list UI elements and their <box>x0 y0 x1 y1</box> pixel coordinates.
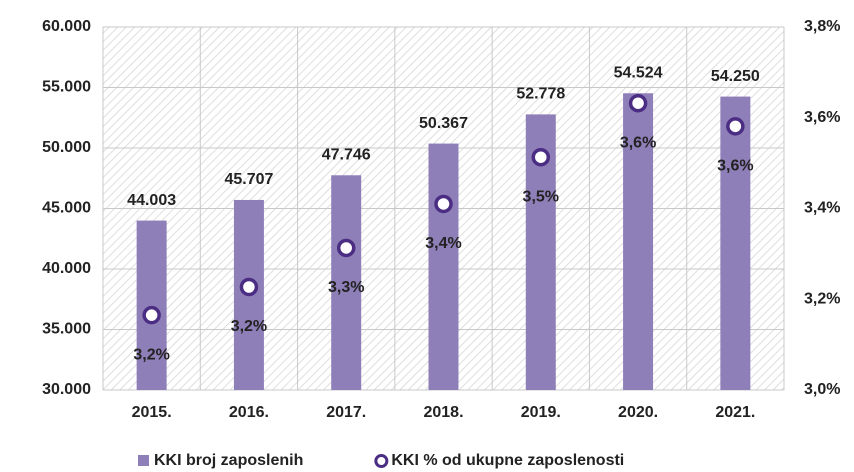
legend-label: KKI % od ukupne zaposlenosti <box>391 452 624 469</box>
point <box>336 238 356 258</box>
point-value-label: 3,3% <box>328 279 364 296</box>
x-tick-label: 2016. <box>229 404 269 421</box>
point <box>142 305 161 325</box>
legend-label: KKI broj zaposlenih <box>154 452 303 469</box>
bar <box>136 220 167 390</box>
y2-tick-label: 3,2% <box>804 290 840 307</box>
x-tick-label: 2021. <box>715 404 755 421</box>
y-tick-label: 40.000 <box>42 260 91 277</box>
bar-value-label: 52.778 <box>516 86 565 103</box>
y2-tick-label: 3,6% <box>804 109 840 126</box>
bar-value-label: 45.707 <box>224 171 273 188</box>
bar <box>623 93 654 391</box>
bar <box>331 175 362 390</box>
point-value-label: 3,2% <box>133 346 169 363</box>
bar <box>720 96 751 390</box>
bar-value-label: 50.367 <box>419 115 468 132</box>
x-tick-label: 2015. <box>132 404 172 421</box>
point <box>628 93 648 113</box>
point-value-label: 3,6% <box>717 158 753 175</box>
x-tick-label: 2018. <box>423 404 463 421</box>
y-tick-label: 60.000 <box>42 18 91 35</box>
point-value-label: 3,4% <box>425 235 461 252</box>
y2-tick-label: 3,0% <box>804 381 840 398</box>
point <box>434 194 453 214</box>
y-tick-label: 35.000 <box>42 321 91 338</box>
point-value-label: 3,5% <box>523 188 559 205</box>
point <box>531 147 551 167</box>
y-tick-label: 30.000 <box>42 381 91 398</box>
point-value-label: 3,6% <box>620 134 656 151</box>
legend-swatch <box>374 454 389 468</box>
y2-tick-label: 3,4% <box>804 200 840 217</box>
y-tick-label: 45.000 <box>42 200 91 217</box>
legend-swatch <box>138 455 149 466</box>
x-tick-label: 2020. <box>618 404 658 421</box>
bar-value-label: 54.524 <box>614 64 663 81</box>
y-tick-label: 55.000 <box>42 79 91 96</box>
bar-value-label: 44.003 <box>127 192 176 209</box>
x-tick-label: 2019. <box>521 404 561 421</box>
y-tick-label: 50.000 <box>42 139 91 156</box>
bar-value-label: 54.250 <box>711 68 760 85</box>
y2-tick-label: 3,8% <box>804 18 840 35</box>
bar-value-label: 47.746 <box>322 146 371 163</box>
bar <box>428 143 459 390</box>
point <box>239 277 259 297</box>
point <box>726 117 745 136</box>
x-tick-label: 2017. <box>326 404 366 421</box>
point-value-label: 3,2% <box>231 318 267 335</box>
